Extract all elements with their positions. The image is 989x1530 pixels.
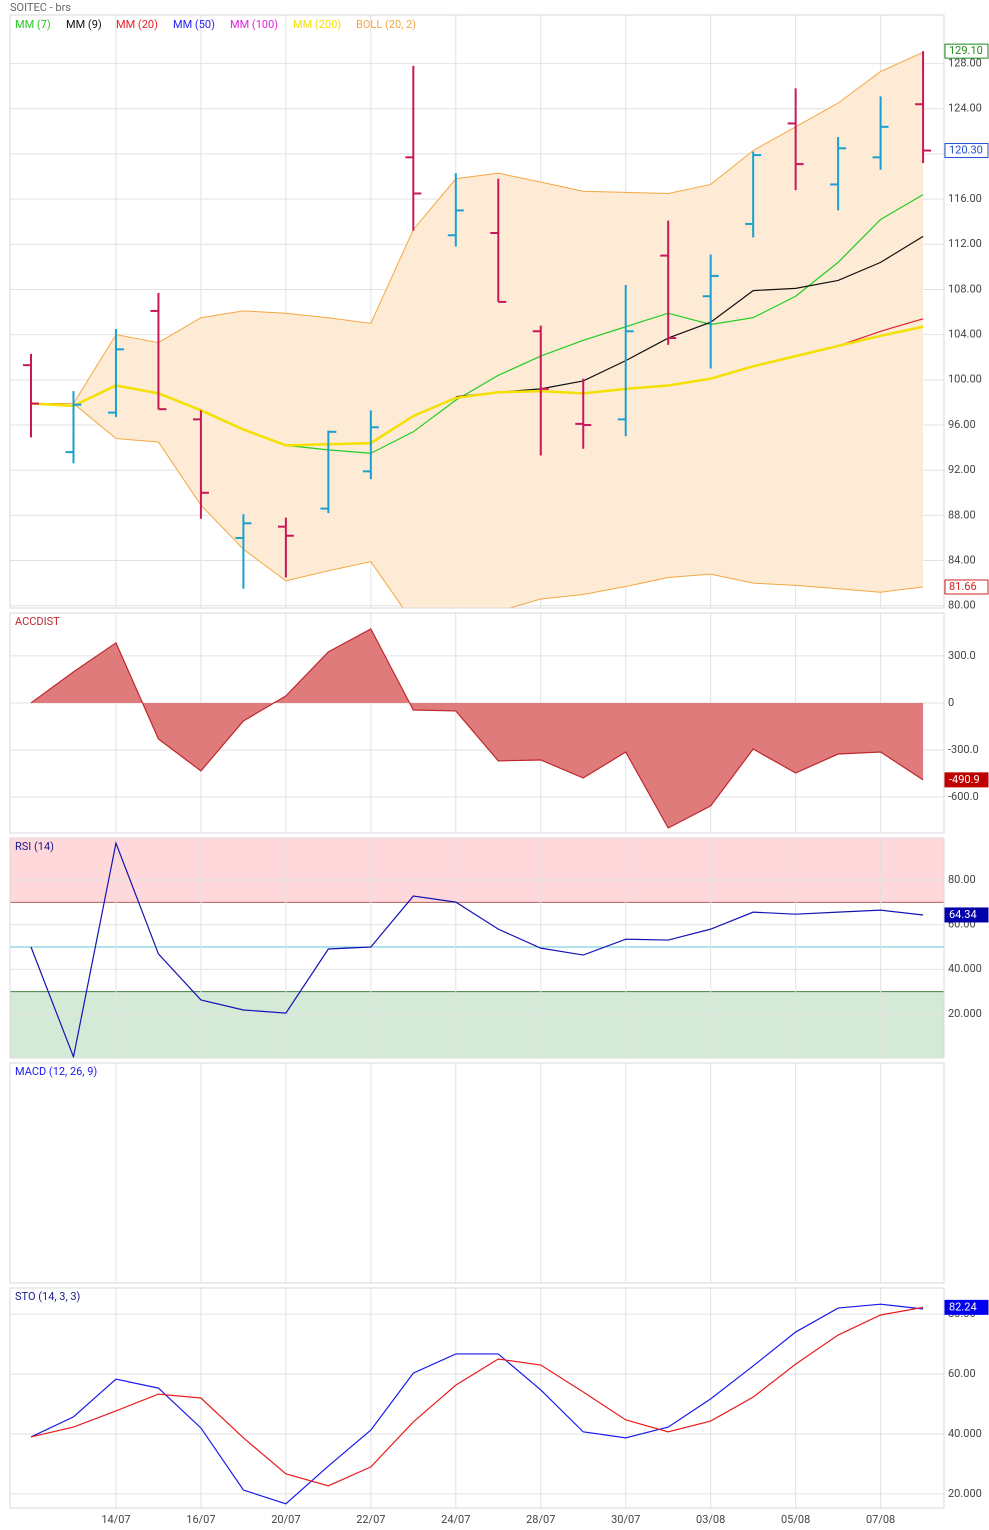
x-tick-label: 16/07	[186, 1513, 215, 1526]
panel-title: SOITEC - brs	[10, 1, 71, 14]
y-tick-label: 80.00	[948, 873, 976, 886]
line	[30, 1303, 924, 1505]
value-marker-label: -490.9	[949, 773, 980, 786]
legend-entry: BOLL (20, 2)	[356, 18, 416, 31]
value-marker-label: 64.34	[949, 908, 977, 921]
y-tick-label: 20.000	[948, 1487, 982, 1500]
y-tick-label: 128.00	[948, 56, 982, 69]
x-tick-label: 22/07	[356, 1513, 385, 1526]
legend-entry: MM (9)	[66, 18, 102, 31]
panel-title: ACCDIST	[15, 615, 60, 628]
overbought-zone	[10, 838, 944, 903]
value-marker-label: 120.30	[949, 143, 983, 156]
x-tick-label: 07/08	[866, 1513, 895, 1526]
x-tick-label: 05/08	[781, 1513, 810, 1526]
panel-frame	[9, 612, 945, 834]
oversold-zone	[10, 991, 944, 1058]
legend-entry: MM (200)	[293, 18, 341, 31]
x-tick-label: 24/07	[441, 1513, 470, 1526]
y-tick-label: 108.00	[948, 282, 982, 295]
value-marker	[944, 1299, 989, 1315]
x-tick-label: 30/07	[611, 1513, 640, 1526]
panel	[10, 613, 944, 833]
panel-title: MACD (12, 26, 9)	[15, 1065, 97, 1078]
line	[30, 1306, 924, 1487]
panel	[10, 1288, 944, 1508]
bollinger-upper	[31, 51, 924, 405]
y-tick-label: 112.00	[948, 237, 982, 250]
x-tick-label: 28/07	[526, 1513, 555, 1526]
area-line	[30, 628, 924, 829]
value-marker	[944, 43, 989, 59]
moving-average	[285, 194, 924, 454]
y-tick-label: 60.00	[948, 1367, 976, 1380]
y-tick-label: 88.00	[948, 508, 976, 521]
legend-entry: MM (100)	[230, 18, 278, 31]
panel	[115, 1063, 882, 1283]
panel-frame	[9, 1287, 945, 1509]
x-tick-label: 03/08	[696, 1513, 725, 1526]
y-tick-label: 20.000	[948, 1007, 982, 1020]
legend-entry: MM (20)	[116, 18, 158, 31]
value-marker-label: 81.66	[949, 580, 977, 593]
moving-average	[30, 325, 924, 447]
legend-entry: MM (50)	[173, 18, 215, 31]
y-tick-label: 92.00	[948, 463, 976, 476]
bollinger-fill	[31, 52, 924, 608]
value-marker	[944, 143, 989, 159]
y-tick-label: 124.00	[948, 102, 982, 115]
value-marker	[944, 772, 989, 788]
bollinger-lower	[31, 403, 924, 608]
panel	[10, 15, 944, 608]
y-tick-label: 116.00	[948, 192, 982, 205]
y-tick-label: 84.00	[948, 553, 976, 566]
y-tick-label: -300.0	[948, 743, 979, 756]
y-tick-label: 40.000	[948, 1427, 982, 1440]
panel-frame	[9, 1062, 945, 1284]
value-marker-label: 129.10	[949, 44, 983, 57]
area-fill	[31, 628, 924, 828]
value-marker-label: 82.24	[949, 1300, 977, 1313]
panel-title: STO (14, 3, 3)	[15, 1290, 81, 1303]
y-tick-label: 300.0	[948, 649, 976, 662]
legend-entry: MM (7)	[15, 18, 51, 31]
value-marker	[944, 579, 989, 595]
y-tick-label: 104.00	[948, 328, 982, 341]
moving-average	[455, 235, 924, 398]
panel-title: RSI (14)	[15, 840, 54, 853]
y-tick-label: 100.00	[948, 373, 982, 386]
y-tick-label: 96.00	[948, 418, 976, 431]
x-tick-label: 20/07	[271, 1513, 300, 1526]
panel	[10, 838, 944, 1058]
y-tick-label: 40.000	[948, 962, 982, 975]
moving-average	[837, 318, 924, 347]
panel-frame	[9, 14, 945, 609]
y-tick-label: -600.0	[948, 790, 979, 803]
y-tick-label: 80.00	[948, 599, 976, 612]
panel-frame	[9, 837, 945, 1059]
line	[30, 840, 924, 1058]
y-tick-label: 0	[948, 696, 954, 709]
value-marker	[944, 907, 989, 923]
x-tick-label: 14/07	[101, 1513, 130, 1526]
